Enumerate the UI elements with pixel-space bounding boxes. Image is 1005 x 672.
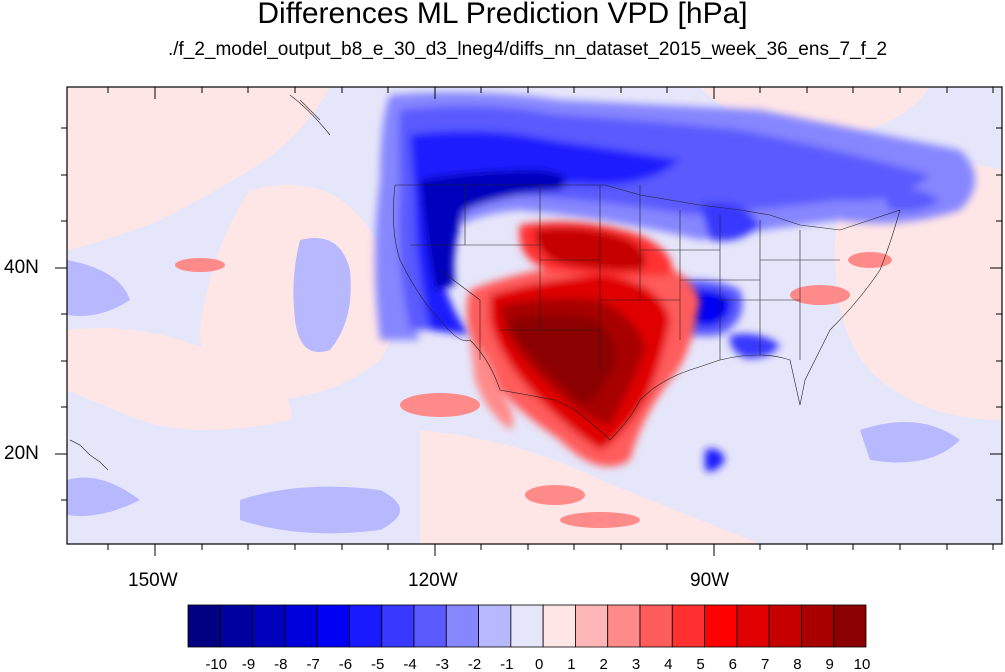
lon-label-120w: 120W	[408, 570, 458, 591]
colorbar-swatch	[219, 604, 253, 648]
colorbar-tick-label: 0	[535, 656, 543, 672]
colorbar-tick-label: 5	[696, 656, 704, 672]
lat-label-20n: 20N	[4, 443, 39, 464]
colorbar-tick-label: 1	[567, 656, 575, 672]
colorbar-swatch	[768, 604, 802, 648]
colorbar-tick-label: 10	[854, 656, 871, 672]
map-field	[67, 87, 1002, 544]
colorbar-tick-label: -7	[306, 656, 319, 672]
lon-label-90w: 90W	[690, 570, 730, 591]
colorbar-swatch	[704, 604, 738, 648]
colorbar-swatch	[671, 604, 705, 648]
colorbar-tick-label: 6	[729, 656, 737, 672]
map-subtitle: ./f_2_model_output_b8_e_30_d3_lneg4/diff…	[167, 39, 888, 60]
colorbar-tick-label: 4	[664, 656, 672, 672]
colorbar-swatch	[284, 604, 318, 648]
colorbar-tick-label: 2	[600, 656, 608, 672]
colorbar-swatch	[639, 604, 673, 648]
colorbar-swatch	[349, 604, 383, 648]
lon-label-150w: 150W	[128, 570, 178, 591]
colorbar-tick-label: -4	[403, 656, 416, 672]
lat-label-40n: 40N	[4, 257, 39, 278]
field-medium-positive	[175, 252, 892, 528]
colorbar-tick-label: 3	[632, 656, 640, 672]
field-light-positive	[67, 87, 1002, 544]
colorbar-tick-label: -9	[242, 656, 255, 672]
colorbar-swatch	[252, 604, 286, 648]
colorbar-swatch	[381, 604, 415, 648]
colorbar-swatch	[607, 604, 641, 648]
axis-ticks	[55, 87, 1002, 556]
colorbar-tick-label: -5	[371, 656, 384, 672]
colorbar-swatch	[801, 604, 835, 648]
colorbar-tick-label: -2	[468, 656, 481, 672]
colorbar-swatch	[510, 604, 544, 648]
colorbar-tick-label: -10	[205, 656, 227, 672]
colorbar-swatch	[833, 604, 867, 648]
map-frame	[66, 86, 1003, 545]
coastline-islands	[69, 94, 331, 471]
colorbar-swatch	[316, 604, 350, 648]
field-southwest-positive	[466, 221, 700, 467]
colorbar-swatch	[478, 604, 512, 648]
colorbar-swatch	[736, 604, 770, 648]
colorbar-swatch	[445, 604, 479, 648]
colorbar-tick-label: -3	[436, 656, 449, 672]
colorbar-swatch	[187, 604, 221, 648]
colorbar-swatch	[542, 604, 576, 648]
colorbar-tick-label: 8	[793, 656, 801, 672]
colorbar-tick-label: 9	[826, 656, 834, 672]
colorbar-tick-label: -6	[339, 656, 352, 672]
colorbar-swatch	[575, 604, 609, 648]
colorbar-tick-label: 7	[761, 656, 769, 672]
colorbar-tick-label: -1	[500, 656, 513, 672]
field-north-negative	[375, 92, 975, 340]
colorbar-tick-label: -8	[274, 656, 287, 672]
colorbar-swatch	[413, 604, 447, 648]
state-boundaries	[393, 184, 901, 441]
map-title: Differences ML Prediction VPD [hPa]	[257, 0, 748, 30]
